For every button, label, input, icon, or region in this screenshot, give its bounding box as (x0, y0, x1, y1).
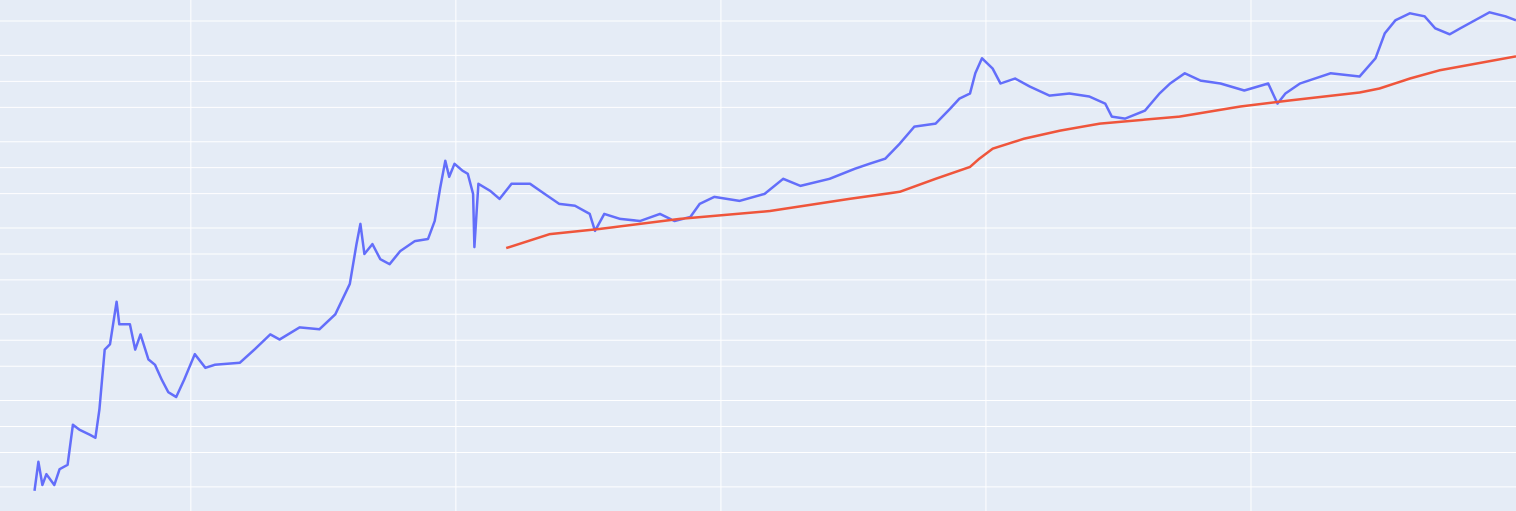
line-series (33, 11, 1516, 491)
line-series (505, 55, 1516, 250)
